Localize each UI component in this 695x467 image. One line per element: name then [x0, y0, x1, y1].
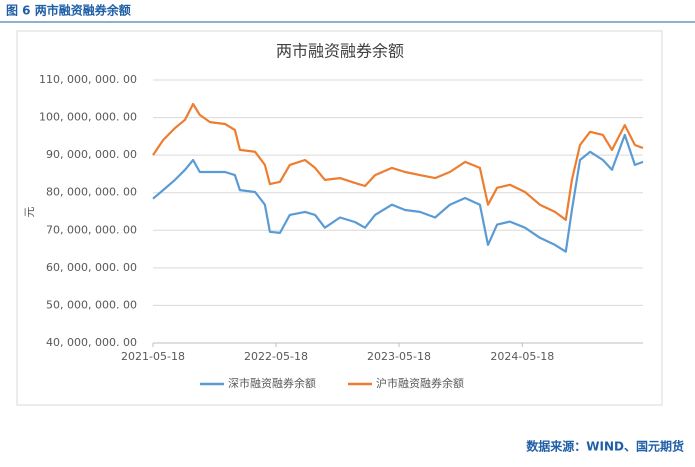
y-axis-label: 元	[23, 207, 36, 218]
x-tick-label: 2021-05-18	[121, 350, 185, 363]
source-note: 数据来源：WIND、国元期货	[526, 439, 684, 454]
y-tick-label: 70, 000, 000. 00	[46, 223, 137, 236]
chart-frame	[16, 30, 663, 406]
y-tick-label: 60, 000, 000. 00	[46, 261, 137, 274]
chart-title: 两市融资融券余额	[276, 42, 404, 61]
x-tick-label: 2022-05-18	[244, 350, 308, 363]
figure-caption: 图 6 两市融资融券余额	[6, 3, 131, 18]
legend-label: 沪市融资融券余额	[376, 376, 464, 390]
series-line	[152, 102, 644, 221]
x-tick-label: 2024-05-18	[490, 350, 554, 363]
y-tick-label: 90, 000, 000. 00	[46, 148, 137, 161]
legend-label: 深市融资融券余额	[228, 376, 316, 390]
x-tick-label: 2023-05-18	[367, 350, 431, 363]
y-tick-label: 50, 000, 000. 00	[46, 298, 137, 311]
y-tick-label: 40, 000, 000. 00	[46, 336, 137, 349]
y-tick-label: 110, 000, 000. 00	[39, 73, 137, 86]
y-tick-label: 100, 000, 000. 00	[39, 111, 137, 124]
series-line	[152, 133, 644, 253]
y-tick-label: 80, 000, 000. 00	[46, 186, 137, 199]
